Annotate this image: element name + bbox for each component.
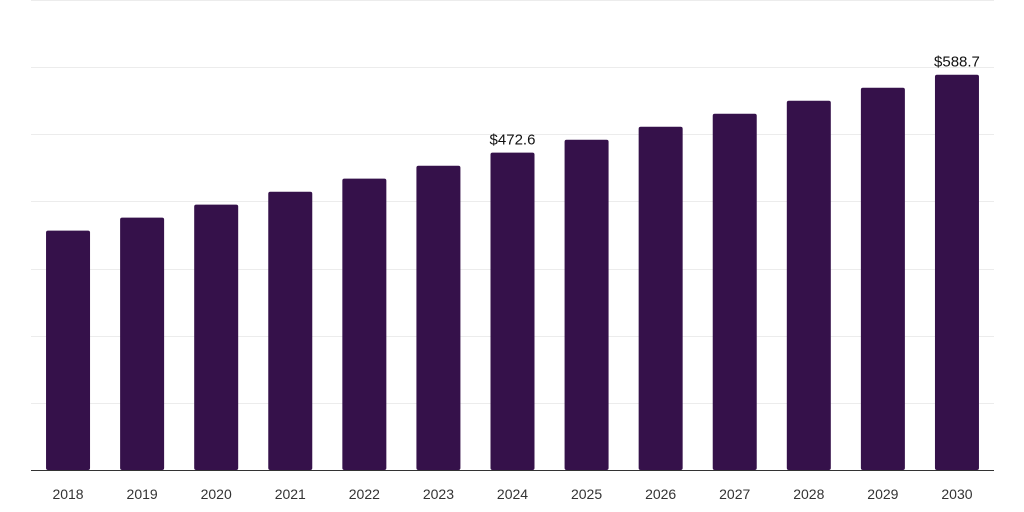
data-label-2024: $472.6 xyxy=(490,132,536,149)
x-tick-label-2021: 2021 xyxy=(275,486,306,502)
x-tick-label-2027: 2027 xyxy=(719,486,750,502)
data-labels: $472.6 $588.7 xyxy=(490,54,980,149)
x-tick-label-2022: 2022 xyxy=(349,486,380,502)
x-tick-label-2024: 2024 xyxy=(497,486,528,502)
bar-2025[interactable] xyxy=(564,139,609,470)
x-tick-label-2023: 2023 xyxy=(423,486,454,502)
bar-2018[interactable] xyxy=(46,230,91,470)
x-tick-label-2025: 2025 xyxy=(571,486,602,502)
x-tick-label-2030: 2030 xyxy=(941,486,972,502)
bar-2028[interactable] xyxy=(786,100,831,470)
bar-2020[interactable] xyxy=(194,204,239,470)
x-axis-ticks: 2018 2019 2020 2021 2022 2023 2024 2025 2026 2027… xyxy=(52,486,972,502)
bar-2030[interactable] xyxy=(934,74,979,470)
bar-2026[interactable] xyxy=(638,126,683,470)
x-tick-label-2028: 2028 xyxy=(793,486,824,502)
bar-2024[interactable] xyxy=(490,152,535,470)
bar-2022[interactable] xyxy=(342,178,387,470)
bar-2029[interactable] xyxy=(860,87,905,471)
bar-2019[interactable] xyxy=(120,217,165,470)
bars xyxy=(46,74,979,471)
x-tick-label-2018: 2018 xyxy=(52,486,83,502)
bar-2027[interactable] xyxy=(712,113,757,471)
x-tick-label-2020: 2020 xyxy=(201,486,232,502)
data-label-2030: $588.7 xyxy=(934,54,980,71)
bar-2021[interactable] xyxy=(268,191,313,470)
x-tick-label-2019: 2019 xyxy=(127,486,158,502)
bar-2023[interactable] xyxy=(416,165,461,471)
x-tick-label-2029: 2029 xyxy=(867,486,898,502)
x-tick-label-2026: 2026 xyxy=(645,486,676,502)
